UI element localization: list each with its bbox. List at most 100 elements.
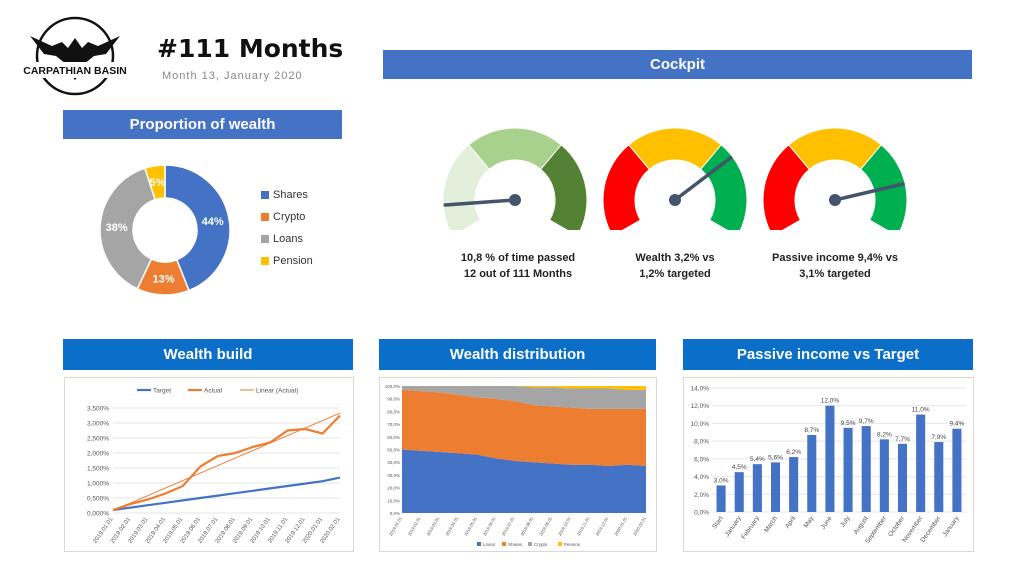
area-xtick-label: 2019.06.01	[482, 515, 497, 536]
wealth-gauge-line2: 1,2% targeted	[639, 268, 711, 280]
donut-slice-pension	[143, 164, 166, 201]
bar-value-label: 5,6%	[768, 454, 783, 461]
legend-item-crypto: Crypto	[261, 206, 313, 228]
bar-6	[825, 405, 835, 512]
page-subtitle: Month 13, January 2020	[162, 70, 303, 82]
bar-xtick-label: February	[740, 515, 761, 541]
area-legend-label-crypto: Crypto	[534, 542, 548, 547]
area-xtick-label: 2019.09.01	[538, 515, 553, 536]
legend-item-pension: Pension	[261, 250, 313, 272]
legend-label-shares: Shares	[273, 189, 308, 201]
area-ytick-label: 60,0%	[387, 435, 400, 440]
wealth-gauge-caption: Wealth 3,2% vs 1,2% targeted	[595, 250, 755, 282]
legend-item-shares: Shares	[261, 184, 313, 206]
wealth-gauge-needle	[673, 155, 733, 202]
bar-9	[879, 439, 889, 512]
area-xtick-label: 2019.05.01	[463, 515, 478, 536]
donut-slice-shares	[164, 164, 231, 292]
wealth-gauge-line1: Wealth 3,2% vs	[635, 252, 715, 264]
area-ytick-label: 80,0%	[387, 409, 400, 414]
wealth-gauge-segment-green	[700, 144, 748, 230]
legend-swatch-pension	[261, 257, 269, 265]
time-gauge-line2: 12 out of 111 Months	[463, 268, 573, 280]
bar-ytick-label: 2,0%	[694, 492, 709, 499]
line-ytick-label: 2,500%	[87, 436, 109, 443]
bar-ytick-label: 8,0%	[694, 439, 709, 446]
legend-item-loans: Loans	[261, 228, 313, 250]
line-ytick-label: 0,000%	[87, 511, 109, 518]
bar-value-label: 8,2%	[877, 431, 892, 438]
bar-value-label: 8,7%	[804, 427, 819, 434]
proportion-banner: Proportion of wealth	[63, 110, 342, 139]
bar-xtick-label: June	[820, 515, 834, 531]
passive-income-gauge	[762, 127, 908, 230]
area-legend-label-loans: Loans	[483, 542, 496, 547]
bar-4	[789, 457, 799, 512]
line-ytick-label: 1,500%	[87, 466, 109, 473]
bar-xtick-label: May	[803, 515, 816, 530]
area-ytick-label: 0,0%	[390, 511, 400, 516]
bar-2	[752, 464, 762, 512]
bar-value-label: 9,5%	[841, 420, 856, 427]
bar-12	[934, 442, 944, 512]
wealth-distribution-chart: 0,0% 10,0% 20,0% 30,0% 40,0% 50,0% 60,0% 70,0% 8…	[385, 384, 647, 547]
area-xtick-label: 2019.10.01	[557, 515, 572, 536]
donut-chart: 44% 13% 38% 5%	[99, 164, 231, 296]
area-xtick-label: 2020.01.01	[613, 515, 628, 536]
legend-swatch-shares	[261, 191, 269, 199]
donut-slice-loans	[99, 167, 157, 290]
bar-xtick-label: October	[887, 514, 906, 538]
legend-label-loans: Loans	[273, 233, 303, 245]
donut-label-crypto: 13%	[152, 273, 174, 285]
wealth-gauge	[602, 127, 748, 230]
line-ytick-label: 3,500%	[87, 406, 109, 413]
area-ytick-label: 100,0%	[385, 384, 400, 389]
bar-value-label: 7,9%	[931, 434, 946, 441]
wealth-build-chart: 0,000% 0,500% 1,000% 1,500% 2,000% 2,500% 3,00…	[87, 388, 342, 545]
bar-5	[807, 434, 817, 512]
bar-xtick-label: March	[763, 515, 779, 534]
passive-gauge-caption: Passive income 9,4% vs 3,1% targeted	[755, 250, 915, 282]
area-xtick-label: 2019.02.01	[407, 515, 422, 536]
logo-text: CARPATHIAN BASIN	[23, 65, 126, 77]
cockpit-banner: Cockpit	[383, 50, 972, 79]
bar-xtick-label: April	[784, 515, 798, 530]
legend-swatch-loans	[261, 235, 269, 243]
bar-1	[734, 472, 744, 512]
wealth-build-banner: Wealth build	[63, 339, 353, 370]
area-legend-swatch-shares	[502, 542, 506, 546]
donut-label-shares: 44%	[202, 216, 224, 228]
area-xtick-label: 2019.11.01	[576, 515, 591, 536]
area-legend-swatch-pension	[558, 542, 562, 546]
line-series-linear-actual	[112, 412, 341, 512]
line-legend-label-linear-actual: Linear (Actual)	[256, 388, 298, 395]
time-gauge-needle	[443, 198, 517, 207]
passive-income-banner: Passive income vs Target	[683, 339, 973, 370]
area-series-shares	[402, 389, 646, 467]
passive-gauge-line2: 3,1% targeted	[799, 268, 871, 280]
area-ytick-label: 70,0%	[387, 422, 400, 427]
bar-ytick-label: 12,0%	[691, 403, 710, 410]
line-ytick-label: 0,500%	[87, 496, 109, 503]
area-ytick-label: 10,0%	[387, 498, 400, 503]
line-ytick-label: 3,000%	[87, 421, 109, 428]
passive-gauge-needle-hub	[829, 194, 841, 206]
time-gauge	[442, 127, 588, 230]
bar-7	[843, 427, 853, 512]
line-ytick-label: 1,000%	[87, 481, 109, 488]
legend-label-crypto: Crypto	[273, 211, 306, 223]
line-legend-label-actual: Actual	[204, 388, 223, 395]
logo-emblem: CARPATHIAN BASIN	[23, 16, 127, 96]
area-xtick-label: 2019.12.01	[595, 515, 610, 536]
bar-xtick-label: January	[942, 515, 961, 539]
bar-3	[770, 462, 781, 512]
bar-value-label: 11,0%	[912, 407, 930, 414]
time-gauge-needle-hub	[509, 194, 521, 206]
donut-label-pension: 5%	[149, 177, 165, 189]
area-series-crypto	[402, 386, 646, 409]
area-legend-swatch-loans	[477, 542, 481, 546]
bar-ytick-label: 0,0%	[694, 510, 709, 517]
bar-ytick-label: 6,0%	[694, 456, 709, 463]
bar-10	[897, 443, 908, 512]
wealth-build-frame: 0,000% 0,500% 1,000% 1,500% 2,000% 2,500% 3,00…	[64, 377, 354, 552]
